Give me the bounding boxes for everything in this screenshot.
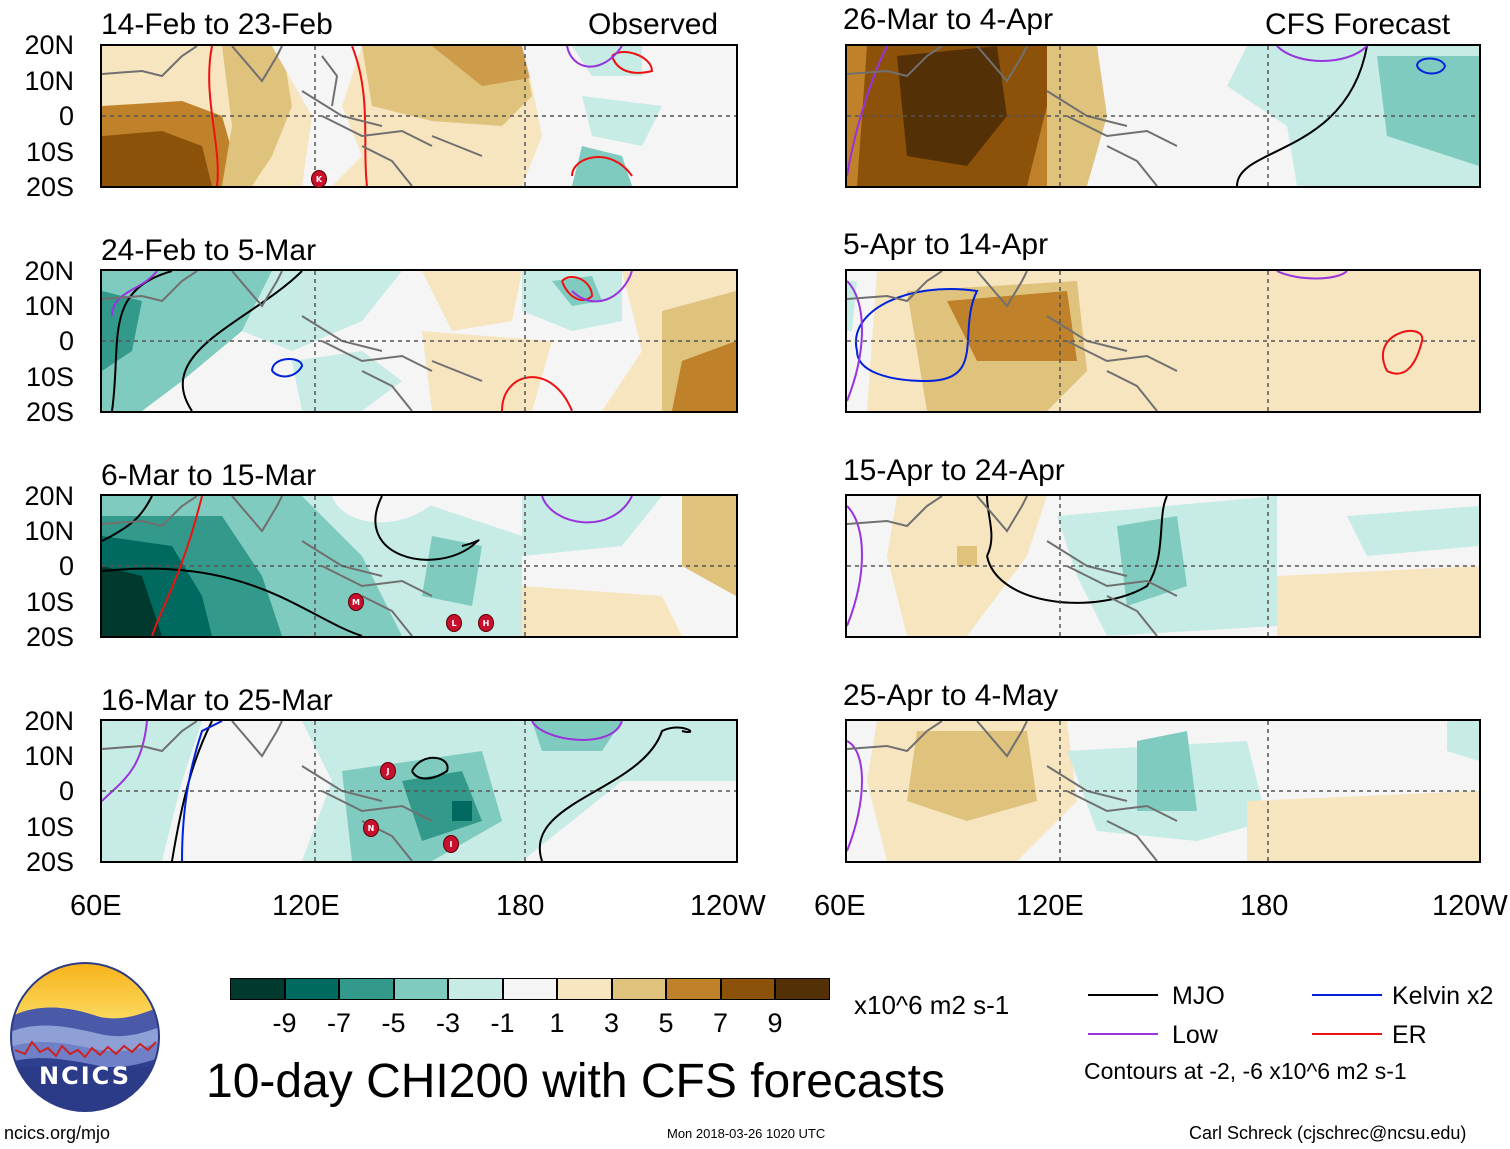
map-panel bbox=[845, 719, 1481, 863]
colorbar-tick: -9 bbox=[272, 1008, 297, 1038]
colorbar-swatch bbox=[339, 978, 394, 1000]
lat-tick: 10N bbox=[24, 291, 74, 321]
panel-title: 26-Mar to 4-Apr bbox=[843, 3, 1054, 36]
colorbar-tick: -7 bbox=[326, 1008, 351, 1038]
lat-tick: 10S bbox=[25, 587, 74, 617]
legend-swatch-er bbox=[1312, 1033, 1382, 1035]
map-panel bbox=[100, 494, 738, 638]
map-svg bbox=[847, 721, 1479, 861]
lat-tick: 0 bbox=[58, 326, 74, 356]
map-svg bbox=[847, 496, 1479, 636]
lat-tick: 10S bbox=[25, 812, 74, 842]
colorbar-swatch bbox=[666, 978, 721, 1000]
storm-marker: L bbox=[446, 614, 462, 632]
ncics-logo: NCICS bbox=[10, 962, 160, 1112]
colorbar-swatch bbox=[502, 978, 557, 1000]
lat-tick: 10N bbox=[24, 516, 74, 546]
colorbar-swatch bbox=[611, 978, 666, 1000]
lon-tick: 180 bbox=[1240, 890, 1289, 922]
colorbar-swatch bbox=[230, 978, 285, 1000]
map-svg bbox=[847, 46, 1479, 186]
storm-marker: K bbox=[311, 170, 327, 188]
colorbar-tick: -3 bbox=[435, 1008, 460, 1038]
map-svg bbox=[102, 721, 736, 861]
legend-note: Contours at -2, -6 x10^6 m2 s-1 bbox=[1084, 1058, 1407, 1084]
map-svg bbox=[102, 496, 736, 636]
legend-swatch-mjo bbox=[1088, 994, 1158, 996]
storm-marker: N bbox=[363, 819, 379, 837]
lat-tick: 20S bbox=[25, 172, 74, 202]
legend-label-er: ER bbox=[1392, 1021, 1427, 1049]
legend-swatch-low bbox=[1088, 1033, 1158, 1035]
colorbar-swatch bbox=[557, 978, 612, 1000]
map-panel bbox=[845, 44, 1481, 188]
map-svg bbox=[847, 271, 1479, 411]
lat-tick: 10S bbox=[25, 137, 74, 167]
legend-label-low: Low bbox=[1172, 1021, 1218, 1049]
footer-url[interactable]: ncics.org/mjo bbox=[4, 1123, 111, 1143]
colorbar-tick: 1 bbox=[549, 1008, 565, 1038]
lat-tick: 10N bbox=[24, 66, 74, 96]
legend-label-mjo: MJO bbox=[1172, 982, 1225, 1010]
lon-tick: 180 bbox=[496, 890, 545, 922]
lon-tick: 120E bbox=[1016, 890, 1084, 922]
lat-tick: 0 bbox=[58, 551, 74, 581]
logo-text: NCICS bbox=[39, 1062, 131, 1090]
legend-swatch-kelvin bbox=[1312, 994, 1382, 996]
panel-title: 16-Mar to 25-Mar bbox=[101, 684, 333, 717]
panel-title: 25-Apr to 4-May bbox=[843, 679, 1059, 712]
map-panel bbox=[845, 269, 1481, 413]
lat-tick: 20N bbox=[24, 256, 74, 286]
storm-marker: I bbox=[443, 835, 459, 853]
lon-tick: 120W bbox=[690, 890, 766, 922]
map-panel bbox=[100, 269, 738, 413]
map-panel bbox=[100, 719, 738, 863]
observed-label: Observed bbox=[588, 8, 719, 41]
lon-tick: 120W bbox=[1432, 890, 1508, 922]
lat-tick: 20S bbox=[25, 622, 74, 652]
footer-author: Carl Schreck (cjschrec@ncsu.edu) bbox=[1189, 1123, 1467, 1143]
map-panel bbox=[100, 44, 738, 188]
colorbar-swatch bbox=[284, 978, 339, 1000]
footer-timestamp: Mon 2018-03-26 1020 UTC bbox=[667, 1126, 826, 1141]
colorbar-swatch bbox=[448, 978, 503, 1000]
lon-tick: 60E bbox=[70, 890, 122, 922]
colorbar-tick: 7 bbox=[712, 1008, 729, 1038]
panel-title: 5-Apr to 14-Apr bbox=[843, 228, 1049, 261]
panel-title: 15-Apr to 24-Apr bbox=[843, 454, 1065, 487]
colorbar-swatch bbox=[393, 978, 448, 1000]
lat-tick: 20N bbox=[24, 481, 74, 511]
lon-tick: 120E bbox=[272, 890, 340, 922]
storm-marker: M bbox=[348, 593, 364, 611]
lat-tick: 10N bbox=[24, 741, 74, 771]
map-panel bbox=[845, 494, 1481, 638]
lat-tick: 0 bbox=[58, 776, 74, 806]
colorbar-units: x10^6 m2 s-1 bbox=[854, 990, 1010, 1020]
storm-marker: H bbox=[478, 614, 494, 632]
lat-tick: 20S bbox=[25, 847, 74, 877]
colorbar-tick: -5 bbox=[381, 1008, 406, 1038]
lat-tick: 20S bbox=[25, 397, 74, 427]
lat-tick: 0 bbox=[58, 101, 74, 131]
main-title: 10-day CHI200 with CFS forecasts bbox=[206, 1055, 945, 1108]
colorbar-swatch bbox=[775, 978, 830, 1000]
lat-tick: 20N bbox=[24, 706, 74, 736]
colorbar-tick: 3 bbox=[603, 1008, 620, 1038]
panel-title: 24-Feb to 5-Mar bbox=[101, 234, 317, 267]
colorbar-swatch bbox=[720, 978, 775, 1000]
colorbar-tick: 9 bbox=[767, 1008, 783, 1038]
panel-title: 14-Feb to 23-Feb bbox=[101, 8, 333, 41]
lon-tick: 60E bbox=[814, 890, 866, 922]
colorbar-tick: -1 bbox=[490, 1008, 515, 1038]
forecast-label: CFS Forecast bbox=[1265, 8, 1451, 41]
colorbar-tick: 5 bbox=[658, 1008, 674, 1038]
legend-label-kelvin: Kelvin x2 bbox=[1392, 982, 1494, 1010]
lat-tick: 20N bbox=[24, 30, 74, 60]
map-svg bbox=[102, 271, 736, 411]
map-svg bbox=[102, 46, 736, 186]
storm-marker: J bbox=[380, 762, 396, 780]
panel-title: 6-Mar to 15-Mar bbox=[101, 459, 317, 492]
lat-tick: 10S bbox=[25, 362, 74, 392]
